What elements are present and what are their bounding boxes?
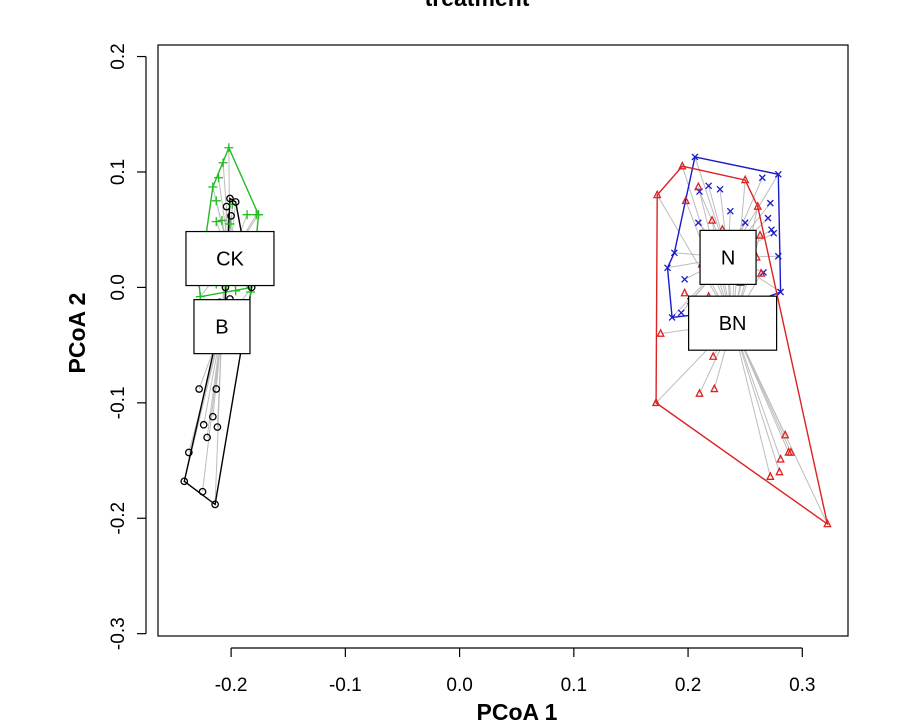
point-b-8 [195, 385, 203, 393]
x-tick-label: 0.1 [561, 675, 587, 696]
point-b-11 [199, 420, 208, 429]
point-b-10 [208, 412, 217, 421]
point-b-9 [212, 385, 221, 393]
label-text-n: N [721, 247, 735, 269]
point-bn-0 [678, 160, 687, 170]
point-b-2 [222, 202, 231, 211]
point-n-3 [705, 182, 713, 190]
point-n-21 [777, 288, 785, 296]
point-bn-14 [680, 287, 689, 297]
point-ck-6 [217, 215, 227, 225]
point-bn-5 [681, 195, 691, 205]
point-bn-6 [707, 215, 717, 224]
point-bn-16 [656, 328, 665, 337]
point-n-7 [726, 207, 734, 215]
point-bn-4 [753, 201, 763, 210]
point-n-4 [716, 185, 724, 193]
point-n-12 [770, 229, 778, 237]
y-axis: -0.3 -0.2 -0.1 0.0 0.1 0.2 [108, 43, 147, 650]
point-n-24 [677, 309, 685, 317]
point-ck-0 [224, 143, 234, 153]
y-tick-label: -0.1 [108, 386, 129, 419]
point-b-14 [184, 448, 193, 457]
point-n-11 [768, 226, 775, 234]
y-tick-label: -0.3 [108, 617, 129, 650]
point-b-0 [226, 194, 234, 203]
label-box-n [699, 229, 757, 285]
point-bn-23 [786, 447, 796, 456]
x-axis-title: PCoA 1 [477, 699, 558, 723]
point-ck-1 [218, 158, 228, 168]
point-n-6 [766, 199, 774, 207]
point-b-13 [203, 433, 211, 442]
point-n-25 [668, 313, 676, 321]
point-bn-24 [776, 454, 785, 463]
point-n-15 [774, 252, 782, 260]
point-bn-20 [651, 397, 661, 407]
label-text-b: B [215, 317, 228, 339]
point-bn-26 [766, 471, 775, 480]
label-text-bn: BN [719, 313, 747, 335]
point-b-3 [227, 211, 235, 220]
y-tick-label: 0.2 [108, 43, 129, 69]
label-box-b [193, 299, 251, 355]
spoke-line-bn [732, 322, 828, 525]
point-n-8 [764, 214, 772, 222]
x-tick-label: 0.0 [446, 675, 472, 696]
point-ck-8 [225, 219, 235, 229]
x-axis: -0.2 -0.1 0.0 0.1 0.2 0.3 [215, 647, 816, 696]
chart-title: treatment [425, 0, 530, 11]
point-bn-17 [708, 351, 718, 360]
point-b-15 [180, 477, 189, 486]
point-n-16 [664, 264, 671, 272]
point-bn-1 [740, 174, 750, 184]
point-b-16 [198, 487, 207, 496]
spoke-line-b [214, 326, 223, 505]
point-bn-2 [694, 181, 703, 191]
point-ck-9 [242, 210, 252, 220]
x-tick-label: -0.1 [329, 675, 362, 696]
point-n-10 [741, 219, 749, 227]
point-bn-21 [780, 429, 790, 439]
point-n-18 [681, 275, 689, 283]
y-tick-label: -0.2 [108, 502, 129, 535]
point-ck-11 [254, 210, 264, 220]
point-bn-25 [775, 466, 784, 476]
point-b-12 [213, 423, 222, 431]
x-tick-label: -0.2 [215, 675, 248, 696]
point-bn-12 [756, 268, 766, 277]
point-n-1 [758, 174, 766, 182]
point-bn-19 [695, 388, 704, 397]
point-n-0 [691, 153, 699, 161]
y-axis-title: PCoA 2 [64, 293, 90, 374]
point-ck-3 [208, 182, 218, 192]
hull-b [183, 197, 253, 506]
point-b-1 [231, 198, 240, 206]
point-ck-23 [246, 287, 256, 297]
y-tick-label: 0.1 [108, 159, 129, 185]
label-box-ck [185, 230, 275, 287]
point-bn-18 [710, 383, 719, 393]
point-b-17 [211, 500, 219, 509]
point-n-9 [694, 219, 702, 227]
point-bn-3 [652, 189, 662, 199]
plot-frame [157, 44, 849, 637]
label-box-bn [688, 295, 778, 351]
point-n-13 [670, 249, 678, 257]
x-tick-label: 0.3 [789, 675, 815, 696]
y-tick-label: 0.0 [108, 274, 129, 300]
point-ck-7 [211, 217, 221, 227]
label-text-ck: CK [216, 249, 244, 271]
hull-bn [655, 165, 829, 526]
point-bn-27 [823, 518, 832, 528]
point-ck-2 [214, 173, 224, 183]
point-n-2 [774, 170, 782, 178]
point-ck-22 [231, 286, 241, 296]
point-ck-4 [211, 196, 221, 206]
x-tick-label: 0.2 [675, 675, 701, 696]
point-bn-8 [755, 230, 765, 239]
